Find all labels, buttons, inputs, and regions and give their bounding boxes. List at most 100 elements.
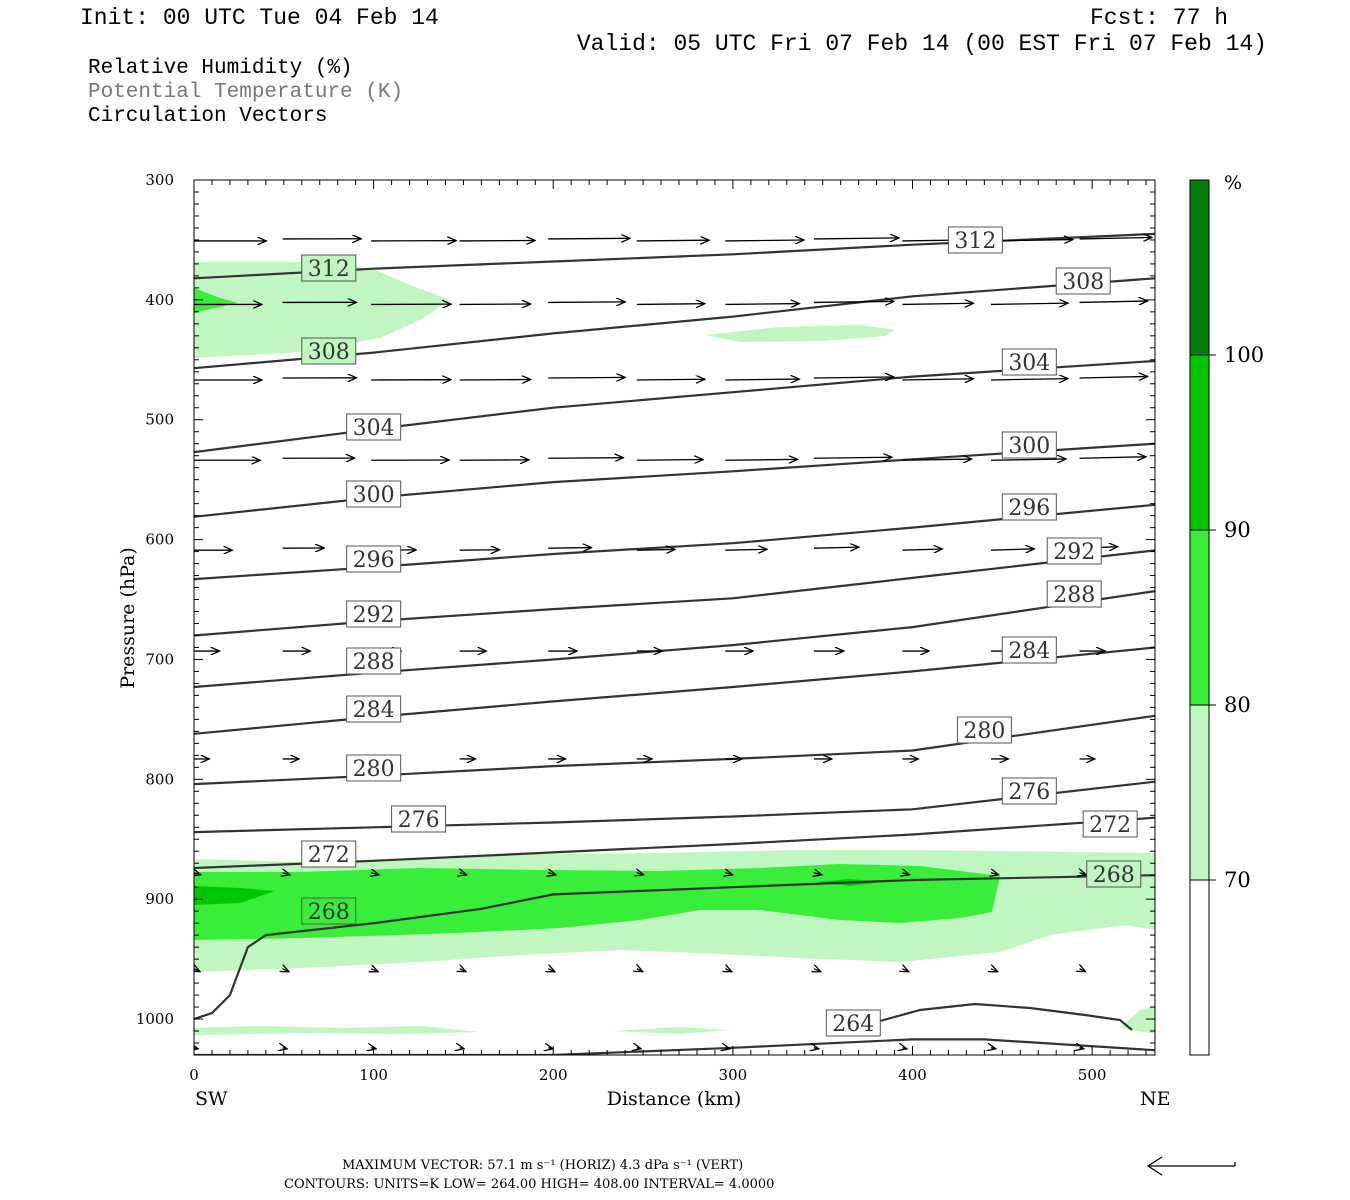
contour-label-284: 284 bbox=[1008, 639, 1050, 664]
circulation-vector bbox=[725, 304, 799, 305]
x-tick-label: 100 bbox=[359, 1066, 388, 1084]
theta-contour-304 bbox=[194, 359, 1155, 454]
circulation-vector bbox=[1079, 301, 1148, 303]
rh-80-upper bbox=[194, 288, 238, 313]
circulation-vector bbox=[548, 458, 623, 459]
circulation-vector bbox=[813, 301, 894, 302]
circulation-vector bbox=[460, 873, 467, 875]
y-tick-label: 900 bbox=[145, 890, 174, 908]
colorbar-segment bbox=[1189, 354, 1210, 531]
circulation-vector bbox=[725, 873, 732, 875]
circulation-vector bbox=[814, 969, 821, 972]
rh-70-surface-far-right bbox=[1120, 1006, 1155, 1034]
circulation-vector bbox=[725, 379, 799, 380]
theta-contour-264 bbox=[194, 1038, 1155, 1055]
circulation-vector bbox=[548, 548, 591, 549]
contour-label-box bbox=[346, 413, 402, 441]
circulation-vector bbox=[902, 459, 971, 460]
circulation-vector bbox=[548, 1048, 553, 1049]
y-tick-label: 1000 bbox=[136, 1010, 174, 1028]
circulation-vector bbox=[371, 969, 378, 972]
circulation-vector bbox=[902, 1048, 906, 1049]
circulation-vector bbox=[725, 240, 804, 241]
circulation-vector bbox=[636, 460, 703, 461]
circulation-vector bbox=[548, 238, 630, 239]
circulation-vector bbox=[990, 459, 1066, 460]
contour-label-312: 312 bbox=[954, 229, 996, 254]
axis-ticks: 300 400 500 600 700 800 900 1000 0 100 200 300 400 50… bbox=[136, 171, 1155, 1084]
contour-label-276: 276 bbox=[1008, 780, 1050, 805]
contour-label-292: 292 bbox=[1053, 540, 1095, 565]
forecast-hour: Fcst: 77 h bbox=[1089, 5, 1228, 31]
circulation-vector bbox=[990, 240, 1073, 241]
colorbar-level-label: 90 bbox=[1224, 518, 1251, 542]
contour-label-box bbox=[346, 600, 402, 628]
contour-label-box bbox=[346, 695, 402, 723]
circulation-vector bbox=[637, 873, 644, 875]
init-time: Init: 00 UTC Tue 04 Feb 14 bbox=[80, 5, 439, 31]
circulation-vector bbox=[636, 379, 705, 380]
contour-label-box bbox=[1046, 580, 1102, 608]
circulation-vector bbox=[991, 969, 998, 972]
circulation-vector bbox=[725, 459, 797, 460]
circulation-vector bbox=[813, 547, 859, 548]
y-tick-label: 400 bbox=[145, 291, 174, 309]
contour-info: CONTOURS: UNITS=K LOW= 264.00 HIGH= 408.… bbox=[284, 1177, 775, 1192]
circulation-vector bbox=[548, 969, 555, 972]
contour-label-304: 304 bbox=[1008, 351, 1050, 376]
max-vector-info: MAXIMUM VECTOR: 57.1 m s⁻¹ (HORIZ) 4.3 d… bbox=[342, 1158, 744, 1173]
theta-contour-296 bbox=[194, 503, 1155, 581]
theta-contour-labels: 3123123083083043043003002962962922922882… bbox=[301, 226, 1142, 1037]
contour-label-box bbox=[346, 480, 402, 508]
contour-label-292: 292 bbox=[353, 603, 395, 628]
contour-label-300: 300 bbox=[353, 483, 395, 508]
y-tick-label: 800 bbox=[145, 770, 174, 788]
contour-label-box bbox=[301, 254, 357, 282]
rh-70-upper bbox=[194, 262, 450, 358]
rh-70-surface-right bbox=[612, 1027, 730, 1034]
rh-90-lower-left bbox=[194, 886, 275, 905]
circulation-vector bbox=[460, 1048, 464, 1049]
x-tick-label: 500 bbox=[1078, 1066, 1107, 1084]
rh-colorbar: 100 90 80 70 bbox=[1189, 179, 1264, 1056]
theta-contour-288 bbox=[194, 590, 1155, 689]
contour-label-276: 276 bbox=[398, 808, 440, 833]
contour-label-box bbox=[956, 716, 1012, 744]
circulation-vectors bbox=[194, 237, 1152, 1048]
circulation-vector bbox=[460, 969, 466, 972]
rh-70-mid bbox=[705, 325, 895, 342]
circulation-vector bbox=[902, 379, 973, 380]
circulation-vector bbox=[813, 238, 899, 239]
contour-label-box bbox=[947, 226, 1003, 254]
y-tick-label: 500 bbox=[145, 411, 174, 429]
valid-time: Valid: 05 UTC Fri 07 Feb 14 (00 EST Fri … bbox=[576, 31, 1267, 57]
contour-label-box bbox=[1001, 493, 1057, 521]
circulation-vector bbox=[902, 549, 942, 550]
circulation-vector bbox=[1080, 969, 1086, 972]
reference-vector bbox=[1146, 1156, 1236, 1176]
contour-label-box bbox=[825, 1009, 881, 1037]
legend-theta: Potential Temperature (K) bbox=[88, 81, 404, 104]
contour-label-box bbox=[1055, 267, 1111, 295]
circulation-vector bbox=[1080, 1048, 1084, 1049]
contour-label-308: 308 bbox=[308, 340, 350, 365]
legend-rh: Relative Humidity (%) bbox=[88, 57, 353, 80]
circulation-vector bbox=[902, 873, 909, 875]
x-axis-label: Distance (km) bbox=[607, 1088, 742, 1110]
x-right-end-label: NE bbox=[1140, 1088, 1171, 1110]
contour-label-288: 288 bbox=[353, 650, 395, 675]
theta-contour-292 bbox=[194, 549, 1155, 637]
contour-label-304: 304 bbox=[353, 416, 395, 441]
x-tick-label: 300 bbox=[719, 1066, 748, 1084]
contour-label-296: 296 bbox=[353, 548, 395, 573]
contour-label-280: 280 bbox=[963, 719, 1005, 744]
circulation-vector bbox=[548, 302, 625, 303]
circulation-vector bbox=[194, 873, 201, 875]
circulation-vector bbox=[371, 873, 379, 875]
circulation-vector bbox=[813, 457, 892, 458]
contour-label-300: 300 bbox=[1008, 434, 1050, 459]
circulation-vector bbox=[725, 1048, 730, 1049]
contour-label-box bbox=[346, 647, 402, 675]
theta-contour-284 bbox=[194, 646, 1155, 735]
